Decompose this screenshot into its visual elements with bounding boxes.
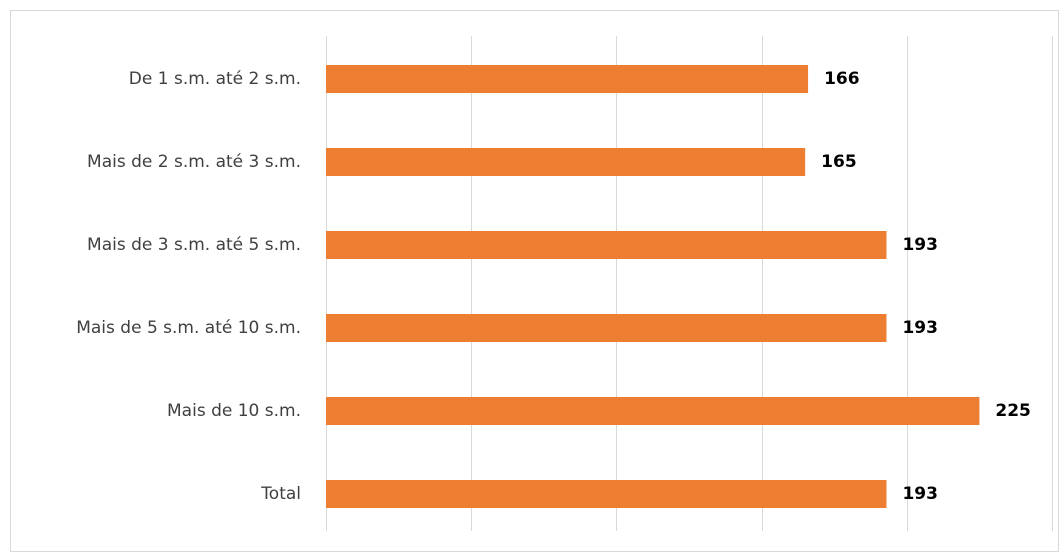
data-label: 166: [824, 69, 860, 89]
category-label: De 1 s.m. até 2 s.m.: [129, 69, 301, 89]
bar: [326, 65, 809, 93]
bar: [326, 397, 980, 425]
category-label: Mais de 2 s.m. até 3 s.m.: [87, 152, 301, 172]
bar: [326, 480, 887, 508]
bar: [326, 231, 887, 259]
bar-chart: De 1 s.m. até 2 s.m. Mais de 2 s.m. até 3…: [76, 36, 1053, 531]
gridlines: [326, 36, 1053, 531]
category-label: Mais de 10 s.m.: [167, 401, 301, 421]
data-label: 225: [995, 401, 1031, 421]
data-label: 193: [902, 318, 938, 338]
category-label: Mais de 3 s.m. até 5 s.m.: [87, 235, 301, 255]
data-labels: 166 165 193 193 225 193: [821, 69, 1031, 504]
chart-frame: De 1 s.m. até 2 s.m. Mais de 2 s.m. até 3…: [10, 10, 1059, 552]
bar: [326, 148, 806, 176]
bars: [326, 65, 980, 508]
category-label: Mais de 5 s.m. até 10 s.m.: [76, 318, 301, 338]
data-label: 193: [902, 235, 938, 255]
data-label: 193: [902, 484, 938, 504]
category-labels: De 1 s.m. até 2 s.m. Mais de 2 s.m. até 3…: [76, 69, 301, 504]
data-label: 165: [821, 152, 857, 172]
bar: [326, 314, 887, 342]
category-label: Total: [260, 484, 301, 504]
